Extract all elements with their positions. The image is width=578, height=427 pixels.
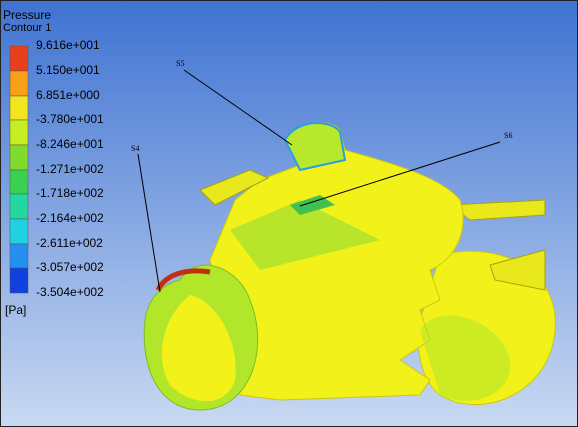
color-swatch bbox=[9, 267, 29, 294]
color-swatch bbox=[9, 70, 29, 97]
legend-level: -3.504e+002 bbox=[36, 285, 104, 299]
legend-level: 9.616e+001 bbox=[36, 38, 100, 52]
annotation-line bbox=[299, 141, 501, 207]
color-swatch bbox=[9, 243, 29, 269]
legend: Pressure Contour 1 9.616e+001 5.150e+001… bbox=[3, 8, 104, 317]
annotation-label: S4 bbox=[131, 144, 139, 153]
annotation-label: S6 bbox=[504, 131, 512, 140]
color-swatch bbox=[9, 169, 29, 195]
color-swatch bbox=[9, 95, 29, 121]
color-swatch bbox=[9, 45, 29, 72]
legend-level: -2.164e+002 bbox=[36, 211, 104, 225]
legend-level: -8.246e+001 bbox=[36, 137, 104, 151]
annotation-line bbox=[137, 153, 161, 293]
motorcycle-model bbox=[143, 121, 556, 411]
annotation-label: S5 bbox=[176, 59, 184, 68]
legend-level: 6.851e+000 bbox=[36, 88, 100, 102]
color-swatch bbox=[9, 193, 29, 220]
legend-subtitle: Contour 1 bbox=[3, 22, 51, 34]
annotation-line bbox=[183, 69, 293, 146]
legend-level: -3.780e+001 bbox=[36, 112, 104, 126]
legend-unit: [Pa] bbox=[5, 303, 26, 317]
legend-level: -2.611e+002 bbox=[36, 236, 103, 250]
color-swatch bbox=[9, 218, 29, 245]
legend-level: 5.150e+001 bbox=[36, 63, 100, 77]
color-swatch bbox=[9, 119, 29, 146]
legend-level: -1.718e+002 bbox=[36, 186, 104, 200]
legend-level: -1.271e+002 bbox=[36, 162, 104, 176]
color-swatch bbox=[9, 144, 29, 171]
legend-title: Pressure bbox=[3, 8, 51, 22]
legend-level: -3.057e+002 bbox=[36, 260, 104, 274]
